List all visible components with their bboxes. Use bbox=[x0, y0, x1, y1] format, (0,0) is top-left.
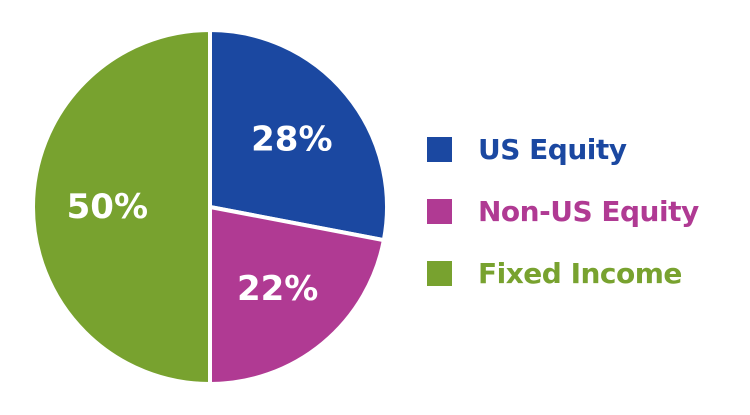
slice-label-non-us-equity: 22% bbox=[237, 269, 318, 309]
legend: US Equity Non-US Equity Fixed Income bbox=[427, 118, 745, 304]
legend-label-fixed-income: Fixed Income bbox=[478, 256, 682, 290]
legend-item-fixed-income: Fixed Income bbox=[427, 242, 745, 304]
slice-label-fixed-income: 50% bbox=[67, 187, 148, 227]
pie-slice-non-us-equity bbox=[208, 205, 386, 386]
legend-item-us-equity: US Equity bbox=[427, 118, 745, 180]
legend-swatch-non-us-equity bbox=[427, 198, 452, 224]
legend-label-us-equity: US Equity bbox=[478, 132, 627, 166]
pie-slice-us-equity bbox=[208, 28, 389, 243]
legend-label-non-us-equity: Non-US Equity bbox=[478, 194, 699, 228]
legend-swatch-fixed-income bbox=[427, 260, 452, 286]
slice-label-us-equity: 28% bbox=[251, 119, 332, 159]
legend-item-non-us-equity: Non-US Equity bbox=[427, 180, 745, 242]
pie-slice-fixed-income bbox=[31, 28, 212, 386]
legend-swatch-us-equity bbox=[427, 136, 452, 162]
